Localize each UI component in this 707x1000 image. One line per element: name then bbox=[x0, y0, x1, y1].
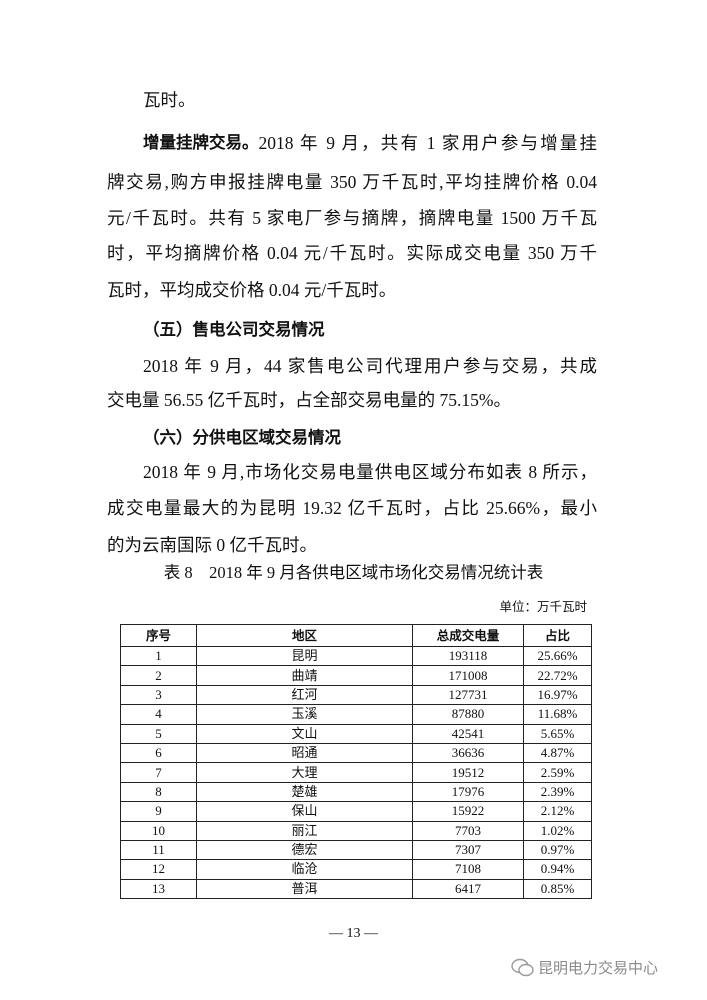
table-cell: 7307 bbox=[412, 839, 524, 861]
text-line: 瓦时，平均成交价格 0.04 元/千瓦时。 bbox=[107, 280, 397, 300]
table-cell: 2.39% bbox=[523, 781, 592, 803]
table-cell: 22.72% bbox=[523, 665, 592, 686]
table-cell: 5.65% bbox=[523, 723, 592, 744]
table-cell: 昭通 bbox=[196, 742, 413, 764]
table-cell: 2.12% bbox=[523, 801, 592, 822]
section-heading: （五）售电公司交易情况 bbox=[143, 320, 325, 339]
text-line: 成交电量最大的为昆明 19.32 亿千瓦时，占比 25.66%，最小 bbox=[107, 498, 597, 518]
table-unit: 单位：万千瓦时 bbox=[499, 599, 587, 614]
table-row: 9 保山 15922 2.12% bbox=[120, 801, 592, 822]
table-cell: 德宏 bbox=[196, 839, 413, 861]
table-cell: 昆明 bbox=[196, 645, 413, 667]
table-row: 13 普洱 6417 0.85% bbox=[120, 878, 592, 900]
watermark: 昆明电力交易中心 bbox=[538, 959, 659, 977]
header-row: 序号 地区 总成交电量 占比 bbox=[120, 624, 592, 647]
table-cell: 7108 bbox=[412, 859, 524, 880]
table-cell: 丽江 bbox=[196, 820, 413, 841]
header-cell: 序号 bbox=[120, 624, 197, 647]
table-cell: 0.94% bbox=[523, 859, 592, 880]
table-row: 5 文山 42541 5.65% bbox=[120, 723, 592, 744]
text-line: 的为云南国际 0 亿千瓦时。 bbox=[107, 535, 317, 555]
table-cell: 193118 bbox=[412, 645, 524, 667]
table-cell: 25.66% bbox=[523, 645, 592, 667]
text-line: 时，平均摘牌价格 0.04 元/千瓦时。实际成交电量 350 万千 bbox=[107, 243, 597, 263]
table-row: 1 昆明 193118 25.66% bbox=[120, 645, 592, 667]
table-cell: 13 bbox=[120, 878, 197, 900]
table-cell: 普洱 bbox=[196, 878, 413, 900]
table-cell: 171008 bbox=[412, 665, 524, 686]
table-row: 2 曲靖 171008 22.72% bbox=[120, 665, 592, 686]
text-span: 2018 年 9 月，共有 1 家用户参与增量挂 bbox=[258, 133, 598, 153]
table-row: 12 临沧 7108 0.94% bbox=[120, 859, 592, 880]
table-cell: 4.87% bbox=[523, 742, 592, 764]
section-heading: （六）分供电区域交易情况 bbox=[143, 428, 341, 447]
table-cell: 7703 bbox=[412, 820, 524, 841]
table-row: 3 红河 127731 16.97% bbox=[120, 684, 592, 706]
lead-text: 增量挂牌交易。 bbox=[143, 133, 259, 152]
wechat-icon bbox=[511, 958, 534, 977]
table-cell: 临沧 bbox=[196, 859, 413, 880]
table-cell: 6 bbox=[120, 742, 197, 764]
table-cell: 15922 bbox=[412, 801, 524, 822]
table-caption: 表 8 2018 年 9 月各供电区域市场化交易情况统计表 bbox=[163, 563, 544, 582]
page-number: — 13 — bbox=[329, 926, 378, 941]
table-cell: 12 bbox=[120, 859, 197, 880]
table-cell: 玉溪 bbox=[196, 704, 413, 725]
table-row: 7 大理 19512 2.59% bbox=[120, 762, 592, 783]
table-row: 8 楚雄 17976 2.39% bbox=[120, 781, 592, 803]
table-cell: 2.59% bbox=[523, 762, 592, 783]
table-cell: 19512 bbox=[412, 762, 524, 783]
table-cell: 1 bbox=[120, 645, 197, 667]
table-cell: 1.02% bbox=[523, 820, 592, 841]
text-line: 交电量 56.55 亿千瓦时，占全部交易电量的 75.15%。 bbox=[107, 390, 511, 410]
table-cell: 11.68% bbox=[523, 704, 592, 725]
table-cell: 5 bbox=[120, 723, 197, 744]
table-cell: 9 bbox=[120, 801, 197, 822]
header-cell: 地区 bbox=[196, 624, 413, 647]
table-cell: 16.97% bbox=[523, 684, 592, 706]
table-cell: 36636 bbox=[412, 742, 524, 764]
table-cell: 87880 bbox=[412, 704, 524, 725]
text-line: 元/千瓦时。共有 5 家电厂参与摘牌，摘牌电量 1500 万千瓦 bbox=[107, 208, 597, 228]
table-cell: 大理 bbox=[196, 762, 413, 783]
table-cell: 4 bbox=[120, 704, 197, 725]
table-row: 6 昭通 36636 4.87% bbox=[120, 742, 592, 764]
table-cell: 曲靖 bbox=[196, 665, 413, 686]
table-cell: 红河 bbox=[196, 684, 413, 706]
text-line: 2018 年 9 月,市场化交易电量供电区域分布如表 8 所示， bbox=[143, 462, 597, 482]
table-row: 10 丽江 7703 1.02% bbox=[120, 820, 592, 841]
text-line: 牌交易,购方申报挂牌电量 350 万千瓦时,平均挂牌价格 0.04 bbox=[107, 172, 597, 192]
table-cell: 8 bbox=[120, 781, 197, 803]
table-cell: 2 bbox=[120, 665, 197, 686]
table-row: 11 德宏 7307 0.97% bbox=[120, 839, 592, 861]
table-cell: 42541 bbox=[412, 723, 524, 744]
text-line: 2018 年 9 月，44 家售电公司代理用户参与交易，共成 bbox=[143, 356, 597, 376]
data-table: 序号 地区 总成交电量 占比 1 昆明 193118 25.66% 2 曲靖 171008 22.7… bbox=[120, 624, 592, 900]
table-cell: 保山 bbox=[196, 801, 413, 822]
text-line: 瓦时。 bbox=[143, 90, 196, 110]
table-row: 4 玉溪 87880 11.68% bbox=[120, 704, 592, 725]
table-cell: 文山 bbox=[196, 723, 413, 744]
table-cell: 楚雄 bbox=[196, 781, 413, 803]
table-cell: 6417 bbox=[412, 878, 524, 900]
table-cell: 3 bbox=[120, 684, 197, 706]
header-cell: 占比 bbox=[523, 624, 592, 647]
text-line: 增量挂牌交易。 2018 年 9 月，共有 1 家用户参与增量挂 bbox=[143, 131, 597, 155]
header-cell: 总成交电量 bbox=[412, 624, 524, 647]
table-cell: 11 bbox=[120, 839, 197, 861]
table-cell: 0.85% bbox=[523, 878, 592, 900]
table-cell: 17976 bbox=[412, 781, 524, 803]
table-cell: 0.97% bbox=[523, 839, 592, 861]
table-cell: 7 bbox=[120, 762, 197, 783]
table-cell: 127731 bbox=[412, 684, 524, 706]
table-cell: 10 bbox=[120, 820, 197, 841]
